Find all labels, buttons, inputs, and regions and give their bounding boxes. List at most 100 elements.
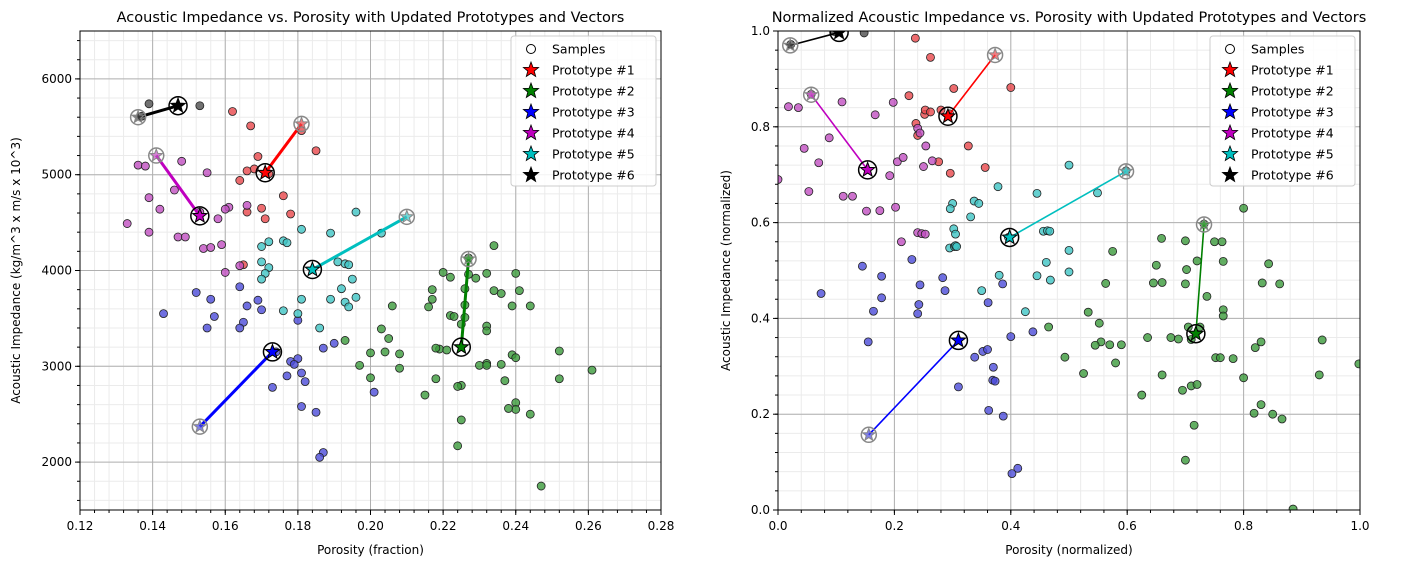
sample-point [824,133,834,143]
chart-panel-1: 0.12 0.14 0.16 0.18 0.20 0.22 0.24 0.26 0.28 2000… [9,10,674,557]
sample-point [344,260,354,270]
sample-point [1108,246,1118,256]
sample-point [376,324,386,334]
sample-point [333,257,343,267]
sample-point [1111,358,1120,368]
sample-point [268,382,277,392]
legend-label: Prototype #1 [1251,63,1334,78]
x-tick-label: 0.22 [430,519,457,533]
prototype-ring [168,95,188,116]
sample-point [793,103,803,113]
sample-point [1041,257,1051,267]
sample-point [1090,340,1100,350]
sample-point [431,343,441,353]
sample-point [1314,370,1324,380]
y-tick-label: 1.0 [751,24,770,38]
sample-point [983,298,993,307]
sample-point [1013,463,1023,473]
sample-point [191,288,201,297]
sample-point [395,363,404,373]
sample-point [242,166,252,176]
sample-point [496,289,506,298]
sample-point [1249,408,1259,418]
previous-prototype-star [1118,163,1134,178]
plot-area [122,95,597,491]
sample-point [337,284,346,294]
sample-point [170,185,179,195]
previous-prototype-star [987,47,1003,62]
sample-point [554,346,564,356]
y-tick-label: 0.0 [751,503,770,517]
prototype-ring [999,227,1020,248]
sample-point [1093,188,1102,198]
y-tick-label: 5000 [41,168,72,182]
sample-point [1215,353,1225,363]
sample-point [869,306,878,316]
sample-point [1264,259,1274,269]
sample-point [347,274,357,284]
sample-point [286,209,296,219]
x-tick-label: 0.28 [648,519,675,533]
sample-point [264,237,274,247]
sample-point [984,405,994,415]
sample-point [155,204,165,214]
sample-point [180,232,190,242]
sample-point [173,232,183,242]
y-tick-label: 4000 [41,264,72,278]
ticks: 0.12 0.14 0.16 0.18 0.20 0.22 0.24 0.26 0.28 2000… [41,40,675,533]
sample-point [496,359,506,369]
sample-point [449,312,459,321]
sample-point [329,338,339,348]
sample-point [311,146,321,156]
sample-point [1105,340,1115,350]
sample-point [1257,278,1267,288]
previous-prototype-star [1196,216,1212,231]
prototype-ring [262,342,283,362]
sample-point [919,162,928,171]
sample-point [340,336,350,345]
prototype-vector [868,339,960,436]
sample-point [482,326,492,336]
sample-point [471,273,481,283]
sample-point [442,345,452,355]
y-tick-label: 3000 [41,359,72,373]
legend-box [510,35,657,187]
sample-point [952,242,962,251]
prototype-star [263,343,281,360]
y-tick-label: 0.4 [751,311,770,325]
sample-point [282,238,292,248]
prototype-ring [829,31,849,43]
sample-point [257,274,266,284]
sample-point [122,219,132,228]
prototype-star [191,206,209,224]
sample-point [1354,359,1360,369]
sample-point [980,163,990,172]
sample-point [427,285,437,295]
sample-point [1181,279,1190,289]
prototype-ring [1186,323,1206,344]
prototype-star [859,160,877,178]
sample-point [927,156,937,166]
sample-point [1217,237,1227,247]
sample-point [863,337,873,347]
sample-point [445,272,455,282]
sample-point [892,157,902,167]
sample-point [951,229,960,239]
legend-marker-prototype-4 [1221,123,1239,141]
sample-point [1064,160,1074,170]
sample-point [1218,256,1228,266]
sample-point [525,301,535,311]
prototype-star [1001,228,1019,245]
sample-point [970,352,980,362]
sample-point [315,323,325,333]
prototype-ring [302,259,323,280]
legend-label: Prototype #3 [1251,105,1334,120]
previous-prototype-star [461,251,477,266]
sample-point [877,293,886,303]
sample-point [877,271,886,281]
previous-prototype-star [293,116,310,131]
y-tick-label: 0.2 [751,407,770,421]
sample-point [297,402,306,411]
sample-point [297,368,306,378]
sample-point [220,268,230,277]
